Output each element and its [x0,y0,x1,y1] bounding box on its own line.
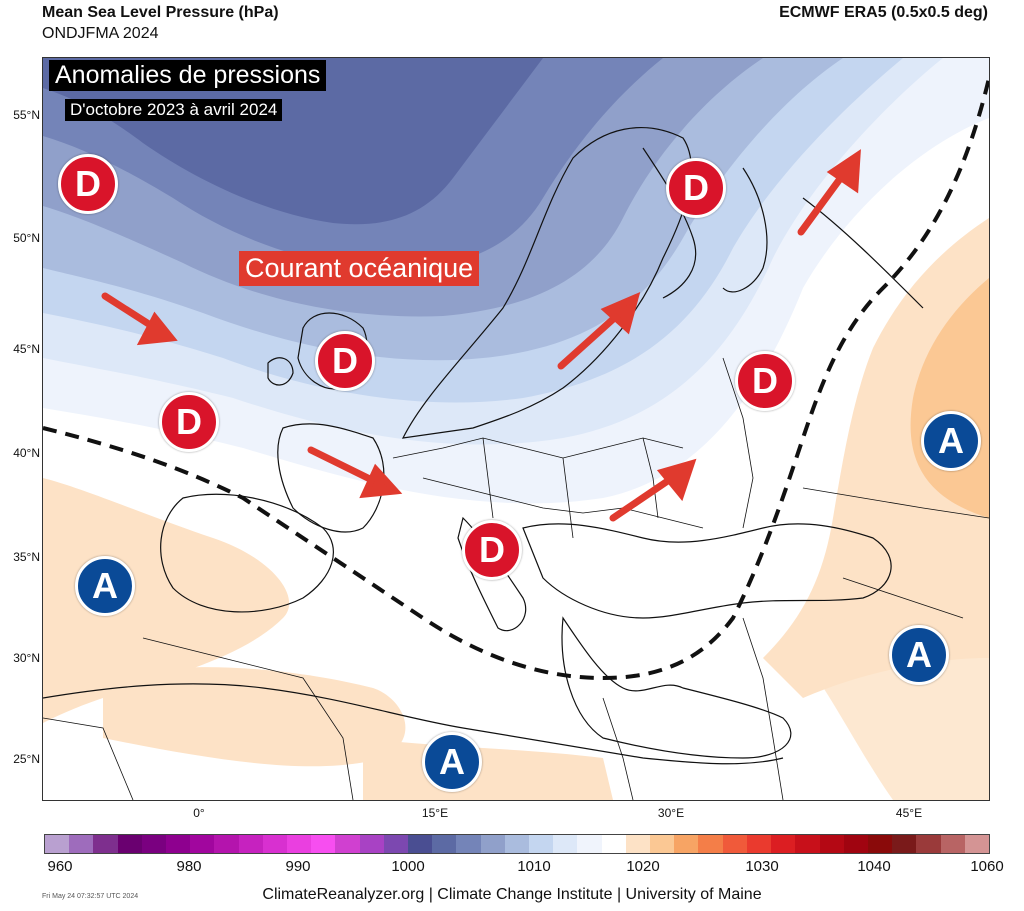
colorbar-swatch [698,835,723,853]
colorbar-swatch [795,835,820,853]
lat-label-40: 40°N [13,446,40,460]
colorbar-swatch [577,835,602,853]
colorbar-label: 960 [47,858,73,875]
colorbar-swatch [843,835,868,853]
lon-label-45e: 45°E [895,806,923,820]
lat-label-35: 35°N [13,550,40,564]
arrow-france [307,446,382,487]
colorbar-swatch [238,835,263,853]
anomaly-period: D'octobre 2023 à avril 2024 [65,99,283,121]
colorbar-label: 990 [285,858,311,875]
colorbar-label: 1030 [745,858,779,875]
arrow-russia-head [826,149,861,194]
high-pressure-marker: A [889,625,949,685]
colorbar-swatch [190,835,215,853]
high-pressure-east [763,218,989,698]
map-title: Mean Sea Level Pressure (hPa) [42,4,279,21]
colorbar-swatch [117,835,142,853]
low-pressure-marker: D [159,392,219,452]
current-arrows [101,149,861,522]
high-pressure-marker: A [921,411,981,471]
colorbar-swatch [601,835,626,853]
colorbar-swatch [625,835,651,853]
high-pressure-marker: A [75,556,135,616]
low-pressure-marker: D [462,520,522,580]
arrow-poland-head [600,291,641,335]
colorbar-swatch [650,835,675,853]
colorbar-label: 1020 [626,858,660,875]
timestamp: Fri May 24 07:32:57 UTC 2024 [42,893,139,900]
low-pressure-marker: D [666,158,726,218]
colorbar-swatch [529,835,554,853]
high-pressure-africa-west [43,478,290,723]
high-pressure-marker: A [422,732,482,792]
map-period: ONDJFMA 2024 [42,25,159,42]
arrow-france-head [359,463,403,499]
arrow-poland [557,308,625,370]
colorbar-swatch [867,835,893,853]
colorbar-swatch [166,835,191,853]
colorbar-swatch [262,835,288,853]
colorbar-swatch [940,835,965,853]
colorbar-label: 980 [176,858,202,875]
colorbar-swatch [359,835,384,853]
lon-label-30e: 30°E [657,806,685,820]
colorbar-swatch [408,835,433,853]
arrow-ukraine-head [656,458,697,502]
colorbar-swatch [383,835,409,853]
colorbar-swatch [504,835,530,853]
high-pressure-africa-north [103,667,406,767]
lat-label-50: 50°N [13,231,40,245]
colorbar-swatch [819,835,844,853]
coastlines [43,127,924,765]
anomaly-title: Anomalies de pressions [49,60,327,91]
data-source: ECMWF ERA5 (0.5x0.5 deg) [779,4,988,21]
colorbar-label: 1040 [857,858,891,875]
colorbar-swatch [214,835,239,853]
arrow-atlantic-head [136,311,178,346]
lon-label-0: 0° [193,806,205,820]
lat-label-30: 30°N [13,651,40,665]
colorbar-swatch [45,835,70,853]
lon-label-15e: 15°E [421,806,449,820]
colorbar-label: 1010 [517,858,551,875]
colorbar-swatch [964,835,989,853]
colorbar-swatch [771,835,796,853]
colorbar-swatch [311,835,336,853]
colorbar-label: 1000 [391,858,425,875]
colorbar-swatch [456,835,481,853]
colorbar-swatch [141,835,167,853]
colorbar-swatch [69,835,94,853]
low-pressure-marker: D [58,154,118,214]
colorbar-swatch [432,835,457,853]
boundary-dashed-line [43,77,989,681]
arrow-atlantic [101,292,159,332]
colorbar-swatch [722,835,747,853]
colorbar-swatch [916,835,941,853]
lat-label-25: 25°N [13,752,40,766]
colorbar-swatch [892,835,917,853]
low-pressure-marker: D [315,331,375,391]
credit-line: ClimateReanalyzer.org | Climate Change I… [262,886,762,903]
lat-label-55: 55°N [13,108,40,122]
low-pressure-marker: D [735,351,795,411]
arrow-russia [797,168,849,236]
colorbar-swatch [553,835,578,853]
colorbar-swatch [746,835,772,853]
arrow-ukraine [609,472,679,522]
country-borders [43,357,989,800]
colorbar-label: 1060 [970,858,1004,875]
ocean-current-label: Courant océanique [239,251,480,286]
colorbar-swatch [674,835,699,853]
colorbar-swatch [335,835,360,853]
pressure-colorbar [44,834,990,854]
lat-label-45: 45°N [13,342,40,356]
colorbar-swatch [480,835,505,853]
colorbar-swatch [287,835,312,853]
colorbar-swatch [93,835,118,853]
